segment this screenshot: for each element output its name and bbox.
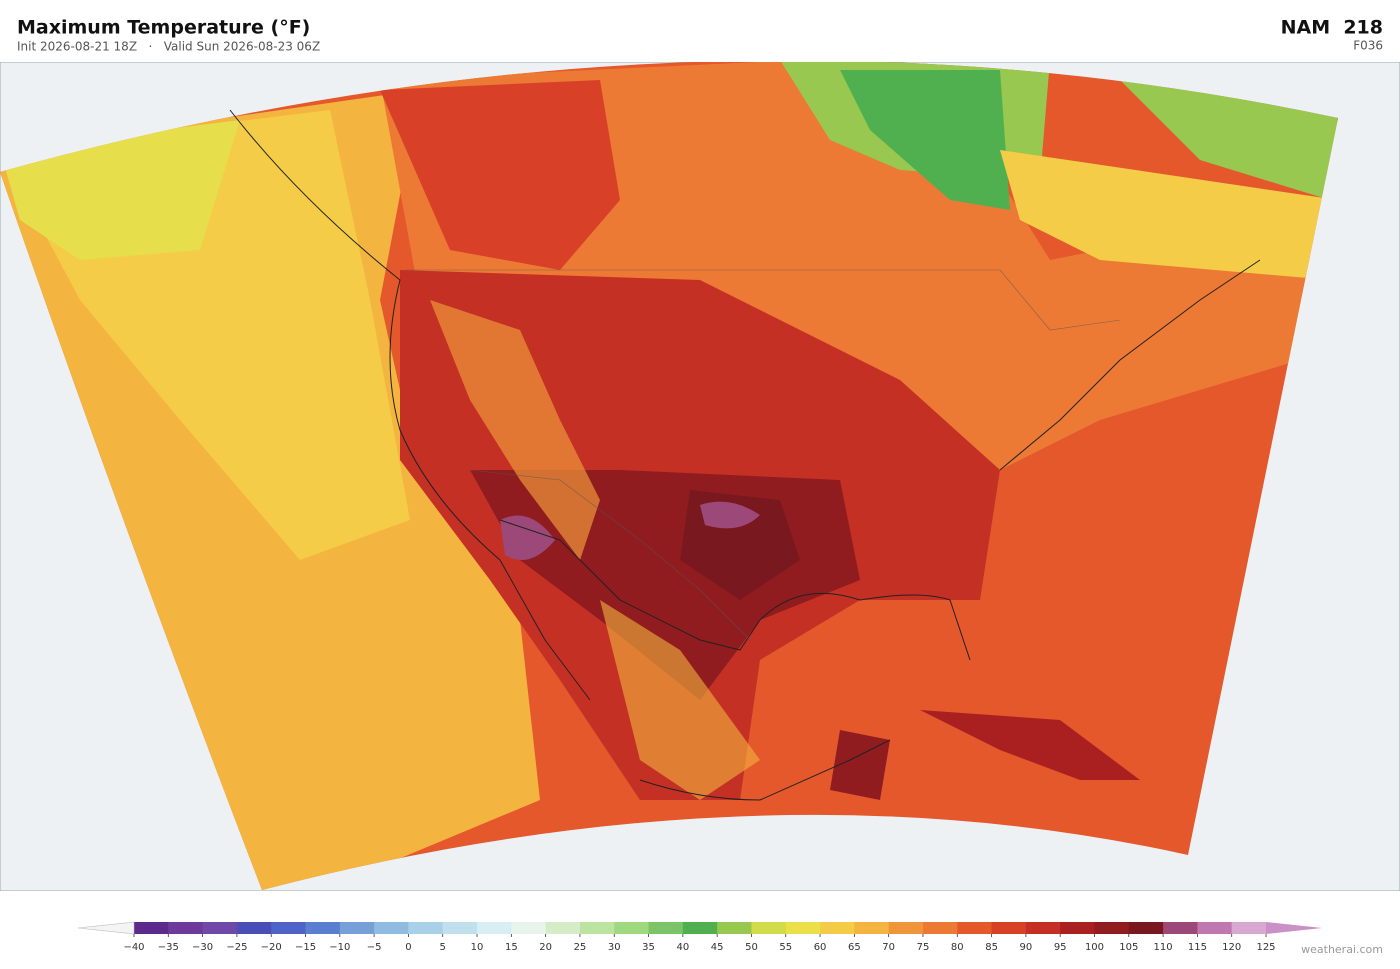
colorbar-tick-label: −5: [367, 942, 382, 953]
colorbar-tick-label: 60: [814, 942, 827, 953]
colorbar-tick-label: 75: [917, 942, 930, 953]
colorbar-swatch: [1025, 922, 1061, 934]
colorbar-tick-label: 25: [574, 942, 587, 953]
colorbar-swatch: [888, 922, 924, 934]
colorbar-tick-label: 0: [405, 942, 411, 953]
colorbar-swatch: [1163, 922, 1198, 934]
colorbar-tick-label: 105: [1119, 942, 1138, 953]
colorbar-swatch: [511, 922, 547, 934]
colorbar-swatch: [854, 922, 890, 934]
colorbar-swatch: [477, 922, 512, 934]
forecast-hour: F036: [1353, 39, 1383, 53]
colorbar-swatch: [1231, 922, 1267, 934]
colorbar: −40 −35 −30 −25 −20 −15 −10 −5 0 5 10 15 20 25 30 35 40 4…: [77, 921, 1322, 953]
colorbar-swatch: [579, 922, 615, 934]
colorbar-swatch: [922, 922, 958, 934]
colorbar-swatch: [1197, 922, 1233, 934]
credit: weatherai.com: [1301, 943, 1383, 956]
model: NAM 218: [1281, 17, 1383, 39]
colorbar-tick-label: 35: [642, 942, 655, 953]
colorbar-tick-label: 55: [779, 942, 792, 953]
colorbar-swatch: [717, 922, 752, 934]
colorbar-tick-label: 5: [440, 942, 446, 953]
colorbar-tick-label: −25: [226, 942, 247, 953]
colorbar-swatch: [374, 922, 409, 934]
borders: [405, 269, 1121, 641]
colorbar-tick-label: 20: [539, 942, 552, 953]
colorbar-tick-label: −35: [158, 942, 179, 953]
colorbar-swatch: [339, 922, 375, 934]
colorbar-tick-label: −15: [295, 942, 316, 953]
colorbar-tick-label: 50: [745, 942, 758, 953]
subtitle: Init 2026-08-21 18Z · Valid Sun 2026-08-…: [17, 40, 320, 54]
colorbar-tick-label: 80: [951, 942, 964, 953]
colorbar-swatch: [991, 922, 1027, 934]
colorbar-tick-label: 95: [1054, 942, 1067, 953]
colorbar-swatch: [1060, 922, 1095, 934]
colorbar-swatch: [305, 922, 341, 934]
colorbar-tick-label: −10: [329, 942, 350, 953]
colorbar-tick-label: 85: [985, 942, 998, 953]
colorbar-tick-label: 65: [848, 942, 861, 953]
colorbar-swatch: [614, 922, 650, 934]
colorbar-tick-label: 115: [1188, 942, 1207, 953]
colorbar-tick-label: 40: [676, 942, 689, 953]
colorbar-swatch: [751, 922, 787, 934]
coastlines: [229, 109, 1261, 801]
colorbar-tick-label: 10: [471, 942, 484, 953]
colorbar-swatch: [957, 922, 993, 934]
colorbar-tick-label: 100: [1085, 942, 1104, 953]
colorbar-swatch: [134, 922, 169, 934]
colorbar-tick-label: 120: [1222, 942, 1241, 953]
colorbar-tick-label: 70: [882, 942, 895, 953]
title: Maximum Temperature (°F): [17, 17, 310, 39]
colorbar-swatch: [545, 922, 581, 934]
colorbar-swatch: [202, 922, 238, 934]
colorbar-tick-label: 30: [608, 942, 621, 953]
colorbar-tick-label: 15: [505, 942, 518, 953]
colorbar-over: [1266, 922, 1322, 934]
colorbar-tick-label: −30: [192, 942, 213, 953]
colorbar-swatch: [236, 922, 272, 934]
colorbar-swatch: [648, 922, 684, 934]
map: [0, 62, 1400, 891]
colorbar-under: [77, 921, 135, 935]
colorbar-swatch: [1094, 922, 1130, 934]
colorbar-swatch: [820, 922, 855, 934]
colorbar-swatch: [1128, 922, 1164, 934]
colorbar-tick-label: 45: [711, 942, 724, 953]
colorbar-tick-label: 90: [1020, 942, 1033, 953]
colorbar-swatch: [785, 922, 821, 934]
colorbar-tick-label: 125: [1256, 942, 1275, 953]
colorbar-swatch: [408, 922, 444, 934]
colorbar-swatch: [682, 922, 718, 934]
colorbar-swatch: [442, 922, 478, 934]
temperature-field: [0, 62, 1338, 891]
colorbar-swatch: [168, 922, 204, 934]
colorbar-tick-label: 110: [1154, 942, 1173, 953]
colorbar-tick-label: −20: [261, 942, 282, 953]
colorbar-tick-label: −40: [123, 942, 144, 953]
colorbar-swatch: [271, 922, 307, 934]
